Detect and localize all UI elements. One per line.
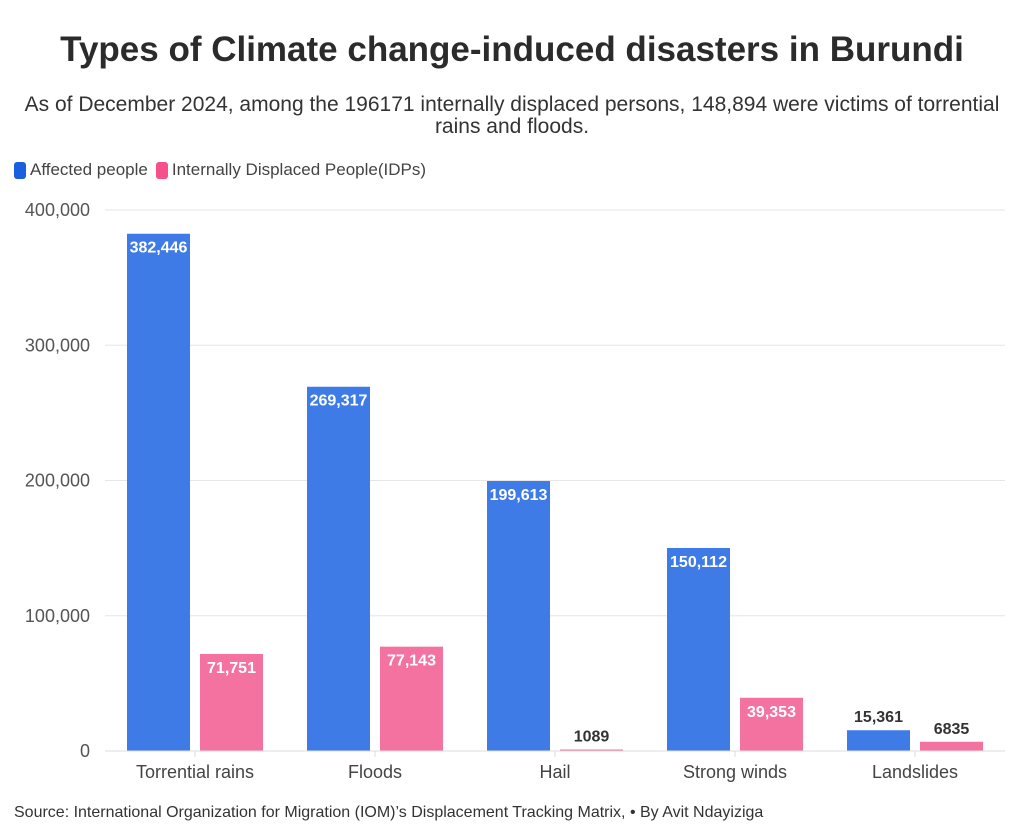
legend-swatch-idps: [155, 162, 168, 180]
data-label: 150,112: [670, 554, 727, 571]
legend-swatch-affected: [14, 162, 26, 180]
data-label: 77,143: [387, 653, 436, 670]
bar-idps: [200, 653, 263, 751]
bar-affected: [127, 233, 190, 751]
x-tick-label: Floods: [348, 762, 402, 782]
chart-subtitle: As of December 2024, among the 196171 in…: [24, 93, 1000, 138]
data-label: 1089: [574, 729, 610, 746]
data-label: 71,751: [207, 660, 256, 677]
bar-idps: [740, 697, 803, 751]
data-label: 199,613: [490, 487, 548, 504]
y-tick-label: 300,000: [25, 335, 90, 355]
x-tick-label: Hail: [539, 762, 570, 782]
x-tick-label: Strong winds: [683, 762, 787, 782]
y-tick-label: 100,000: [25, 606, 90, 626]
legend: Affected people Internally Displaced Peo…: [14, 160, 426, 180]
bar-affected: [487, 481, 550, 751]
chart-title: Types of Climate change-induced disaster…: [60, 30, 964, 69]
x-tick-label: Landslides: [872, 762, 958, 782]
data-label: 39,353: [747, 704, 796, 721]
bar-idps: [560, 749, 623, 751]
bar-affected: [307, 386, 370, 751]
source-note: Source: International Organization for M…: [14, 804, 764, 821]
bar-affected: [667, 547, 730, 751]
bar-idps: [380, 646, 443, 751]
legend-label: Affected people: [30, 160, 148, 179]
x-tick-label: Torrential rains: [136, 762, 254, 782]
legend-label: Internally Displaced People(IDPs): [171, 160, 427, 179]
data-label: 269,317: [310, 393, 368, 410]
data-label: 382,446: [130, 240, 188, 257]
data-label: 6835: [934, 721, 970, 738]
y-tick-label: 0: [80, 741, 90, 761]
bar-affected: [847, 730, 910, 751]
data-label: 15,361: [854, 709, 903, 726]
legend-item-idps: Internally Displaced People(IDPs): [155, 160, 427, 180]
y-tick-label: 200,000: [25, 471, 90, 491]
bar-idps: [920, 741, 983, 751]
y-tick-label: 400,000: [25, 200, 90, 220]
legend-item-affected: Affected people: [14, 160, 148, 180]
